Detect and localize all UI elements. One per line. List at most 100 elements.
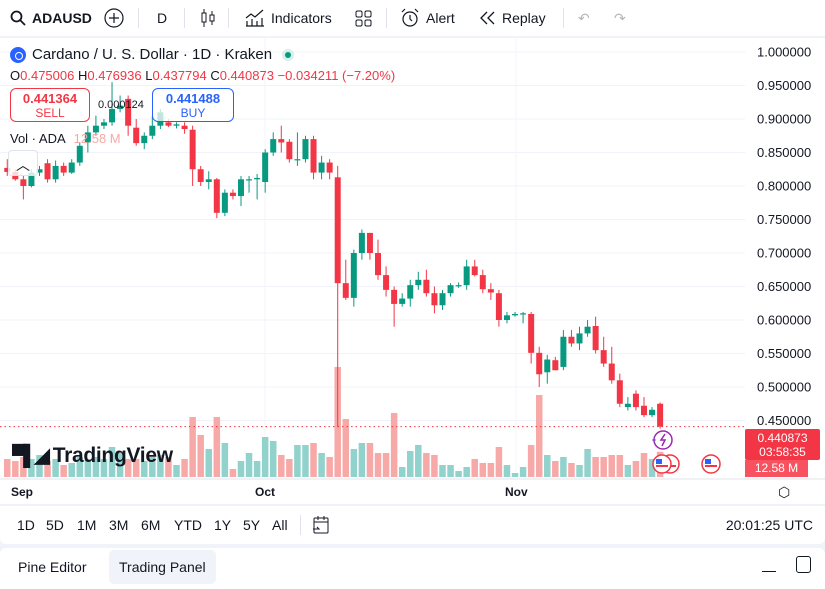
volume-bar: [245, 453, 253, 477]
ohlc-values: O0.475006 H0.476936 L0.437794 C0.440873 …: [10, 68, 395, 83]
alarm-clock-icon: [401, 8, 419, 27]
symbol-legend: Cardano / U. S. Dollar · 1D · Kraken: [10, 46, 295, 63]
volume-bar: [350, 449, 358, 477]
layouts-button[interactable]: [355, 0, 372, 36]
range-1m[interactable]: 1M: [77, 517, 97, 533]
range-6m[interactable]: 6M: [141, 517, 161, 533]
volume-bar: [12, 461, 19, 477]
price-tick-label: 0.800000: [757, 179, 811, 194]
current-volume-label: 12.58 M: [745, 460, 808, 477]
volume-bar: [149, 457, 156, 477]
volume-bar: [286, 459, 293, 477]
volume-bar: [165, 457, 172, 477]
volume-bar: [326, 457, 333, 477]
candle-body: [358, 232, 365, 253]
range-all[interactable]: All: [272, 517, 288, 533]
chart-pane[interactable]: 1.000000 0.950000 0.900000 0.850000 0.800000…: [0, 38, 825, 504]
volume-bar: [269, 441, 277, 477]
candle-body: [487, 289, 494, 293]
utc-clock[interactable]: 20:01:25 UTC: [725, 517, 813, 533]
price-tick-label: 0.550000: [757, 346, 811, 361]
candle-body: [576, 333, 583, 344]
collapse-legend-button[interactable]: ︿: [8, 150, 38, 176]
redo-button[interactable]: ↷: [614, 0, 626, 36]
cardano-logo-icon: [10, 46, 26, 63]
alert-button[interactable]: Alert: [400, 0, 455, 36]
tab-pine-editor[interactable]: Pine Editor: [18, 559, 87, 575]
volume-bar: [141, 461, 148, 477]
candle-body: [528, 313, 535, 353]
tab-trading-panel[interactable]: Trading Panel: [109, 550, 216, 584]
volume-bar: [20, 457, 27, 477]
chart-type-button[interactable]: [200, 0, 216, 36]
volume-bar: [124, 459, 132, 477]
spread-value: 0.000124: [98, 99, 144, 111]
compare-symbol-button[interactable]: [104, 0, 124, 36]
bottom-panel: Pine Editor Trading Panel: [0, 548, 825, 589]
price-chart[interactable]: 1.000000 0.950000 0.900000 0.850000 0.800000…: [0, 38, 825, 504]
range-3m[interactable]: 3M: [109, 517, 129, 533]
candle-body: [133, 127, 140, 144]
volume-bar: [261, 437, 269, 477]
volume-bar: [455, 471, 462, 477]
candle-body: [495, 293, 502, 320]
legend-title: Cardano / U. S. Dollar · 1D · Kraken: [32, 46, 273, 63]
candle-body: [52, 165, 59, 180]
undo-button[interactable]: ↶: [578, 0, 590, 36]
candle-body: [310, 139, 317, 173]
volume-bar: [213, 417, 221, 477]
indicators-button[interactable]: Indicators: [245, 0, 332, 36]
price-tick-label: 0.450000: [757, 413, 811, 428]
go-to-date-calendar-icon[interactable]: [312, 515, 330, 535]
volume-bar: [68, 463, 75, 477]
replay-button[interactable]: Replay: [480, 0, 546, 36]
volume-bar: [495, 447, 503, 477]
divider: [563, 8, 564, 28]
candle-body: [181, 125, 188, 130]
volume-bar: [390, 413, 398, 477]
volume-bar: [229, 469, 237, 477]
candle-body: [350, 253, 357, 298]
indicators-icon: [245, 9, 264, 27]
symbol-search-button[interactable]: ADAUSD: [10, 0, 92, 36]
volume-bar: [382, 453, 390, 477]
search-icon: [10, 10, 26, 26]
range-1d[interactable]: 1D: [17, 517, 35, 533]
maximize-panel-icon[interactable]: [796, 556, 811, 573]
candle-body: [28, 172, 35, 186]
candle-body: [302, 139, 309, 160]
volume-bar: [600, 457, 607, 477]
volume-bar: [423, 453, 430, 477]
range-5y[interactable]: 5Y: [243, 517, 261, 533]
range-ytd[interactable]: YTD: [174, 517, 202, 533]
open-value: 0.475006: [20, 68, 75, 83]
candle-body: [213, 179, 220, 213]
candle-body: [657, 403, 664, 427]
chart-settings-button[interactable]: ⬡: [778, 484, 790, 501]
price-tick-label: 0.500000: [757, 380, 811, 395]
candle-body: [600, 350, 607, 364]
price-tick-label: 0.950000: [757, 78, 811, 93]
volume-bar: [648, 459, 656, 477]
volume-legend: Vol · ADA 12.58 M: [10, 131, 121, 146]
volume-bar: [624, 465, 632, 477]
volume-bar: [157, 455, 164, 477]
candle-body: [584, 326, 591, 334]
sell-button[interactable]: 0.441364 SELL: [10, 88, 90, 122]
tradingview-logo[interactable]: ▀▌◢ TradingView: [12, 443, 173, 468]
top-toolbar: ADAUSD D Indicators Alert Replay ↶ ↷: [0, 0, 825, 36]
volume-bar: [318, 453, 325, 477]
minimize-panel-icon[interactable]: [762, 560, 776, 572]
sparkle-icon: [652, 438, 656, 442]
candle-body: [431, 293, 438, 306]
candle-body: [439, 293, 446, 306]
candle-body: [286, 141, 293, 160]
range-5d[interactable]: 5D: [46, 517, 64, 533]
volume-value: 12.58 M: [73, 131, 121, 146]
interval-button[interactable]: D: [157, 0, 167, 36]
range-1y[interactable]: 1Y: [214, 517, 232, 533]
candle-body: [294, 159, 301, 161]
buy-button[interactable]: 0.441488 BUY: [152, 88, 234, 122]
candle-body: [100, 122, 107, 126]
candle-body: [342, 283, 349, 298]
